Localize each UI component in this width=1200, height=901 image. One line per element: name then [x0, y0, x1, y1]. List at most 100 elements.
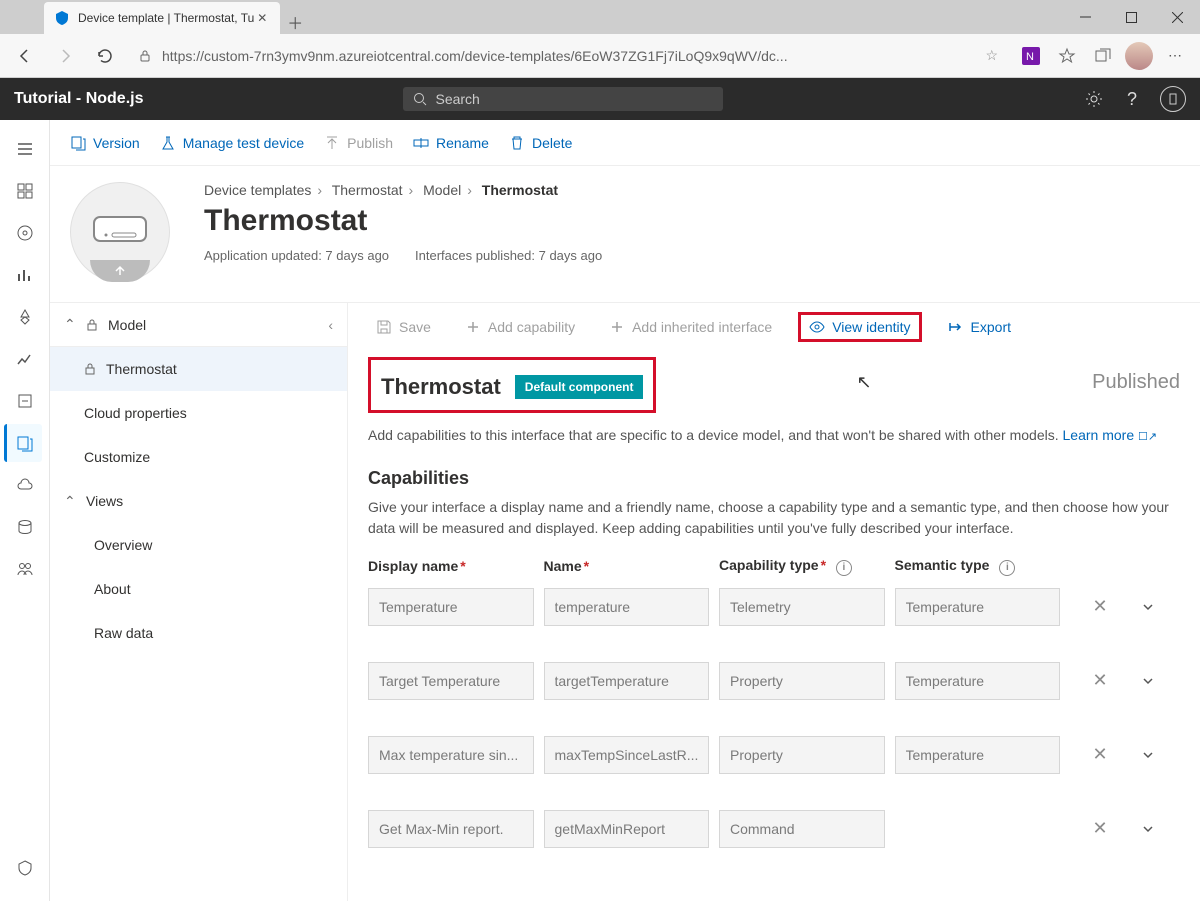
search-placeholder: Search: [435, 91, 479, 107]
tree-raw-data[interactable]: Raw data: [50, 611, 347, 655]
display-name-field[interactable]: [368, 810, 534, 848]
meta-app-updated: Application updated: 7 days ago: [204, 248, 389, 263]
expand-row-icon[interactable]: [1140, 821, 1180, 837]
rail-chart-icon[interactable]: [6, 340, 44, 378]
tab-title: Device template | Thermostat, Tu: [78, 11, 254, 25]
name-field[interactable]: [544, 810, 710, 848]
collections-icon[interactable]: [1086, 39, 1120, 73]
expand-row-icon[interactable]: [1140, 599, 1180, 615]
name-field[interactable]: [544, 662, 710, 700]
search-icon: [413, 92, 427, 106]
tree-views[interactable]: ⌃ Views: [50, 479, 347, 523]
remove-row-icon[interactable]: ✕: [1070, 596, 1130, 617]
section-help-text: Add capabilities to this interface that …: [368, 425, 1180, 446]
crumb-model[interactable]: Model: [423, 182, 461, 198]
tab-favicon: [54, 10, 70, 26]
window-minimize-button[interactable]: [1062, 0, 1108, 34]
account-icon[interactable]: [1160, 86, 1186, 112]
col-display-name: Display name*: [368, 558, 534, 574]
export-button[interactable]: Export: [940, 315, 1019, 339]
rail-templates-icon[interactable]: [4, 424, 42, 462]
remove-row-icon[interactable]: ✕: [1070, 818, 1130, 839]
rail-settings-icon[interactable]: [6, 849, 44, 887]
favorites-icon[interactable]: [1050, 39, 1084, 73]
display-name-field[interactable]: [368, 736, 534, 774]
collapse-icon[interactable]: ‹: [328, 317, 333, 333]
capability-type-field[interactable]: [719, 736, 885, 774]
search-input[interactable]: Search: [403, 87, 723, 111]
settings-icon[interactable]: [1084, 89, 1104, 109]
tree-overview[interactable]: Overview: [50, 523, 347, 567]
tree-model[interactable]: ⌃ Model ‹: [50, 303, 347, 347]
lock-icon: [84, 363, 98, 375]
new-tab-button[interactable]: ＋: [280, 10, 310, 34]
add-capability-button: Add capability: [457, 315, 583, 339]
capability-type-field[interactable]: [719, 662, 885, 700]
cursor-icon: ↖: [856, 372, 871, 393]
manage-test-device-button[interactable]: Manage test device: [160, 135, 304, 151]
rename-button[interactable]: Rename: [413, 135, 489, 151]
rail-devices-icon[interactable]: [6, 214, 44, 252]
remove-row-icon[interactable]: ✕: [1070, 670, 1130, 691]
version-button[interactable]: Version: [70, 135, 140, 151]
capability-row: ✕: [368, 810, 1180, 848]
help-icon[interactable]: ?: [1122, 89, 1142, 109]
onenote-ext-icon[interactable]: N: [1014, 39, 1048, 73]
info-icon[interactable]: i: [836, 560, 852, 576]
view-identity-button[interactable]: View identity: [798, 312, 921, 342]
crumb-device-templates[interactable]: Device templates: [204, 182, 311, 198]
component-title: Thermostat: [381, 374, 501, 400]
favorite-icon[interactable]: ☆: [985, 47, 998, 64]
nav-refresh-button[interactable]: [88, 39, 122, 73]
capabilities-heading: Capabilities: [368, 468, 1180, 489]
semantic-type-field[interactable]: [895, 736, 1061, 774]
save-icon: [376, 319, 392, 335]
flask-icon: [160, 135, 176, 151]
rail-storage-icon[interactable]: [6, 508, 44, 546]
published-status: Published: [1092, 371, 1180, 394]
expand-row-icon[interactable]: [1140, 673, 1180, 689]
rail-rules-icon[interactable]: [6, 298, 44, 336]
capability-type-field[interactable]: [719, 810, 885, 848]
rail-menu-icon[interactable]: [6, 130, 44, 168]
rail-cloud-icon[interactable]: [6, 466, 44, 504]
default-component-badge: Default component: [515, 375, 644, 399]
semantic-type-field[interactable]: [895, 588, 1061, 626]
name-field[interactable]: [544, 588, 710, 626]
capabilities-help: Give your interface a display name and a…: [368, 497, 1180, 539]
tree-thermostat-label: Thermostat: [106, 361, 177, 377]
tree-thermostat[interactable]: Thermostat: [50, 347, 347, 391]
version-icon: [70, 135, 86, 151]
window-maximize-button[interactable]: [1108, 0, 1154, 34]
nav-forward-button[interactable]: [48, 39, 82, 73]
learn-more-link[interactable]: Learn more ☐↗: [1063, 427, 1158, 443]
capability-type-field[interactable]: [719, 588, 885, 626]
rail-analytics-icon[interactable]: [6, 256, 44, 294]
name-field[interactable]: [544, 736, 710, 774]
tree-customize[interactable]: Customize: [50, 435, 347, 479]
lock-icon: [86, 319, 100, 331]
tab-close-icon[interactable]: ✕: [254, 11, 270, 25]
rail-admin-icon[interactable]: [6, 550, 44, 588]
crumb-thermostat[interactable]: Thermostat: [332, 182, 403, 198]
external-link-icon: ☐↗: [1138, 431, 1157, 443]
browser-menu-icon[interactable]: ⋯: [1158, 39, 1192, 73]
window-close-button[interactable]: [1154, 0, 1200, 34]
semantic-type-field[interactable]: [895, 662, 1061, 700]
info-icon[interactable]: i: [999, 560, 1015, 576]
display-name-field[interactable]: [368, 662, 534, 700]
delete-button[interactable]: Delete: [509, 135, 572, 151]
tree-about[interactable]: About: [50, 567, 347, 611]
address-bar[interactable]: https://custom-7rn3ymv9nm.azureiotcentra…: [128, 40, 1008, 72]
browser-tab[interactable]: Device template | Thermostat, Tu ✕: [44, 2, 280, 34]
display-name-field[interactable]: [368, 588, 534, 626]
tree-cloud-properties[interactable]: Cloud properties: [50, 391, 347, 435]
breadcrumb: Device templates› Thermostat› Model› The…: [204, 182, 602, 198]
nav-back-button[interactable]: [8, 39, 42, 73]
rail-dashboard-icon[interactable]: [6, 172, 44, 210]
component-header: Thermostat Default component: [368, 357, 656, 413]
rail-jobs-icon[interactable]: [6, 382, 44, 420]
profile-avatar[interactable]: [1122, 39, 1156, 73]
remove-row-icon[interactable]: ✕: [1070, 744, 1130, 765]
expand-row-icon[interactable]: [1140, 747, 1180, 763]
